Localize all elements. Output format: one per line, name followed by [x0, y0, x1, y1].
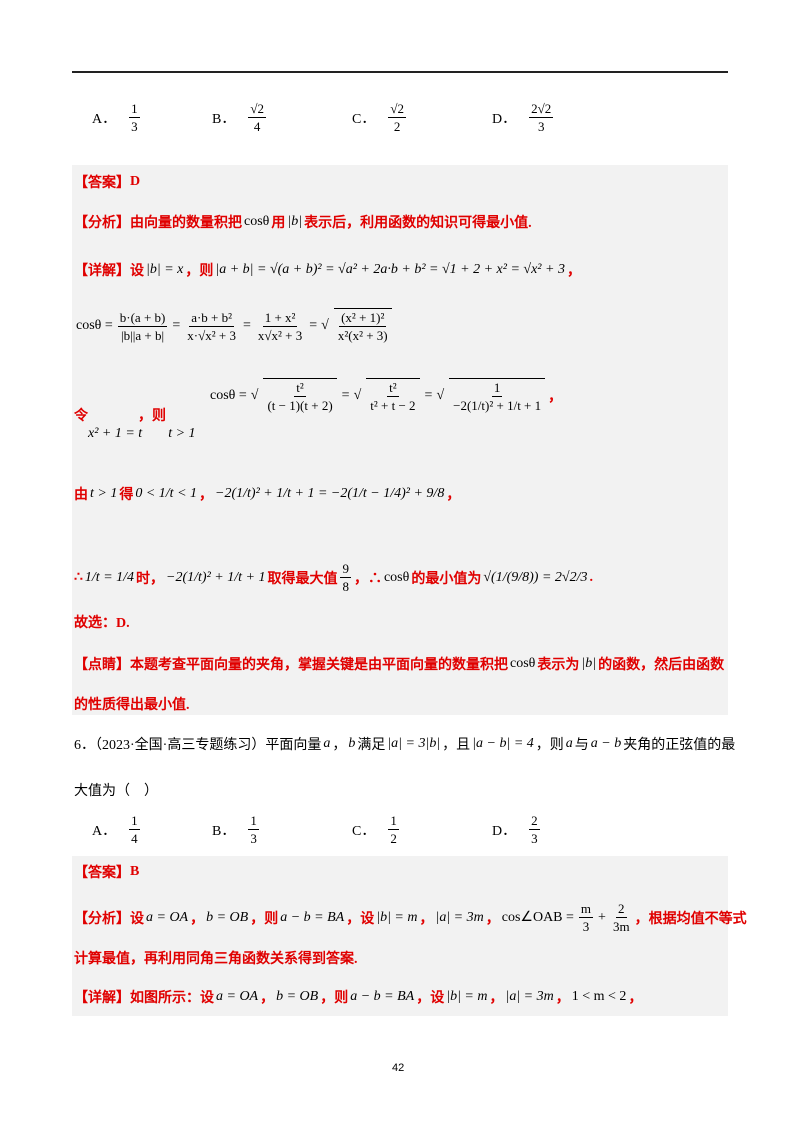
question-6-line-1: 6．（2023·全国·高三专题练习）平面向量 a， b 满足 |a| = 3|b| ，且 |… [74, 736, 736, 753]
analysis-line: 【分析】 由向量的数量积把 cosθ 用 |b| 表示后，利用函数的知识可得最小值. [74, 214, 532, 231]
therefore-line: ∴ 1/t = 1/4 时， −2(1/t)² + 1/t + 1 取得最大值 9 8 ，∴ c… [74, 561, 593, 594]
option-label: C． [352, 111, 376, 127]
cos-derivation: cosθ = b·(a + b) |b||a + b| = a·b + b² x·√x… [74, 308, 395, 344]
detail-line: 【详解】 如图所示：设 a = OA， b = OB ，则 a − b = BA ，设 |b|… [74, 989, 643, 1006]
choose-line: 故选：D. [74, 616, 130, 631]
option-a: A． 1 3 [92, 100, 143, 135]
option-b: B． √2 4 [212, 100, 269, 135]
option-b: B． 1 3 [212, 812, 262, 847]
option-label: A． [92, 823, 117, 839]
option-label: B． [212, 111, 236, 127]
option-label: D． [492, 823, 517, 839]
header-rule [72, 71, 728, 73]
analysis-line-2: 计算最值，再利用同角三角函数关系得到答案. [74, 952, 358, 967]
option-label: B． [212, 823, 236, 839]
option-value: 2√2 3 [529, 101, 554, 134]
option-label: A． [92, 111, 117, 127]
t-derivation: cosθ = √ t² (t − 1)(t + 2) = √ t² t² + t − 2 =… [210, 378, 563, 413]
comment-line: 【点睛】 本题考查平面向量的夹角，掌握关键是由平面向量的数量积把 cosθ 表示为 |b… [74, 656, 725, 673]
option-label: C． [352, 823, 376, 839]
solution-box-q6 [72, 856, 728, 1016]
let-line: 令，则 [74, 409, 166, 424]
option-c: C． √2 2 [352, 100, 409, 135]
option-a: A． 1 4 [92, 812, 143, 847]
option-value: √2 2 [388, 101, 406, 134]
answer-line: 【答案】 B [74, 864, 140, 881]
option-c: C． 1 2 [352, 812, 402, 847]
option-value: √2 4 [248, 101, 266, 134]
analysis-line: 【分析】设 a = OA， b = OB ，则 a − b = BA ，设 |b| = m，… [74, 901, 747, 934]
solution-box-q5 [72, 165, 728, 715]
question-6-line-2: 大值为（ ） [74, 784, 158, 799]
option-d: D． 2 3 [492, 812, 543, 847]
answer-line: 【答案】 D [74, 174, 141, 191]
option-d: D． 2√2 3 [492, 100, 556, 135]
detail-line: 【详解】设 |b| = x ，则 |a + b| = √(a + b)² = √a² … [74, 262, 581, 279]
comment-line-2: 的性质得出最小值. [74, 698, 190, 713]
page-number: 42 [392, 1062, 405, 1074]
option-label: D． [492, 111, 517, 127]
